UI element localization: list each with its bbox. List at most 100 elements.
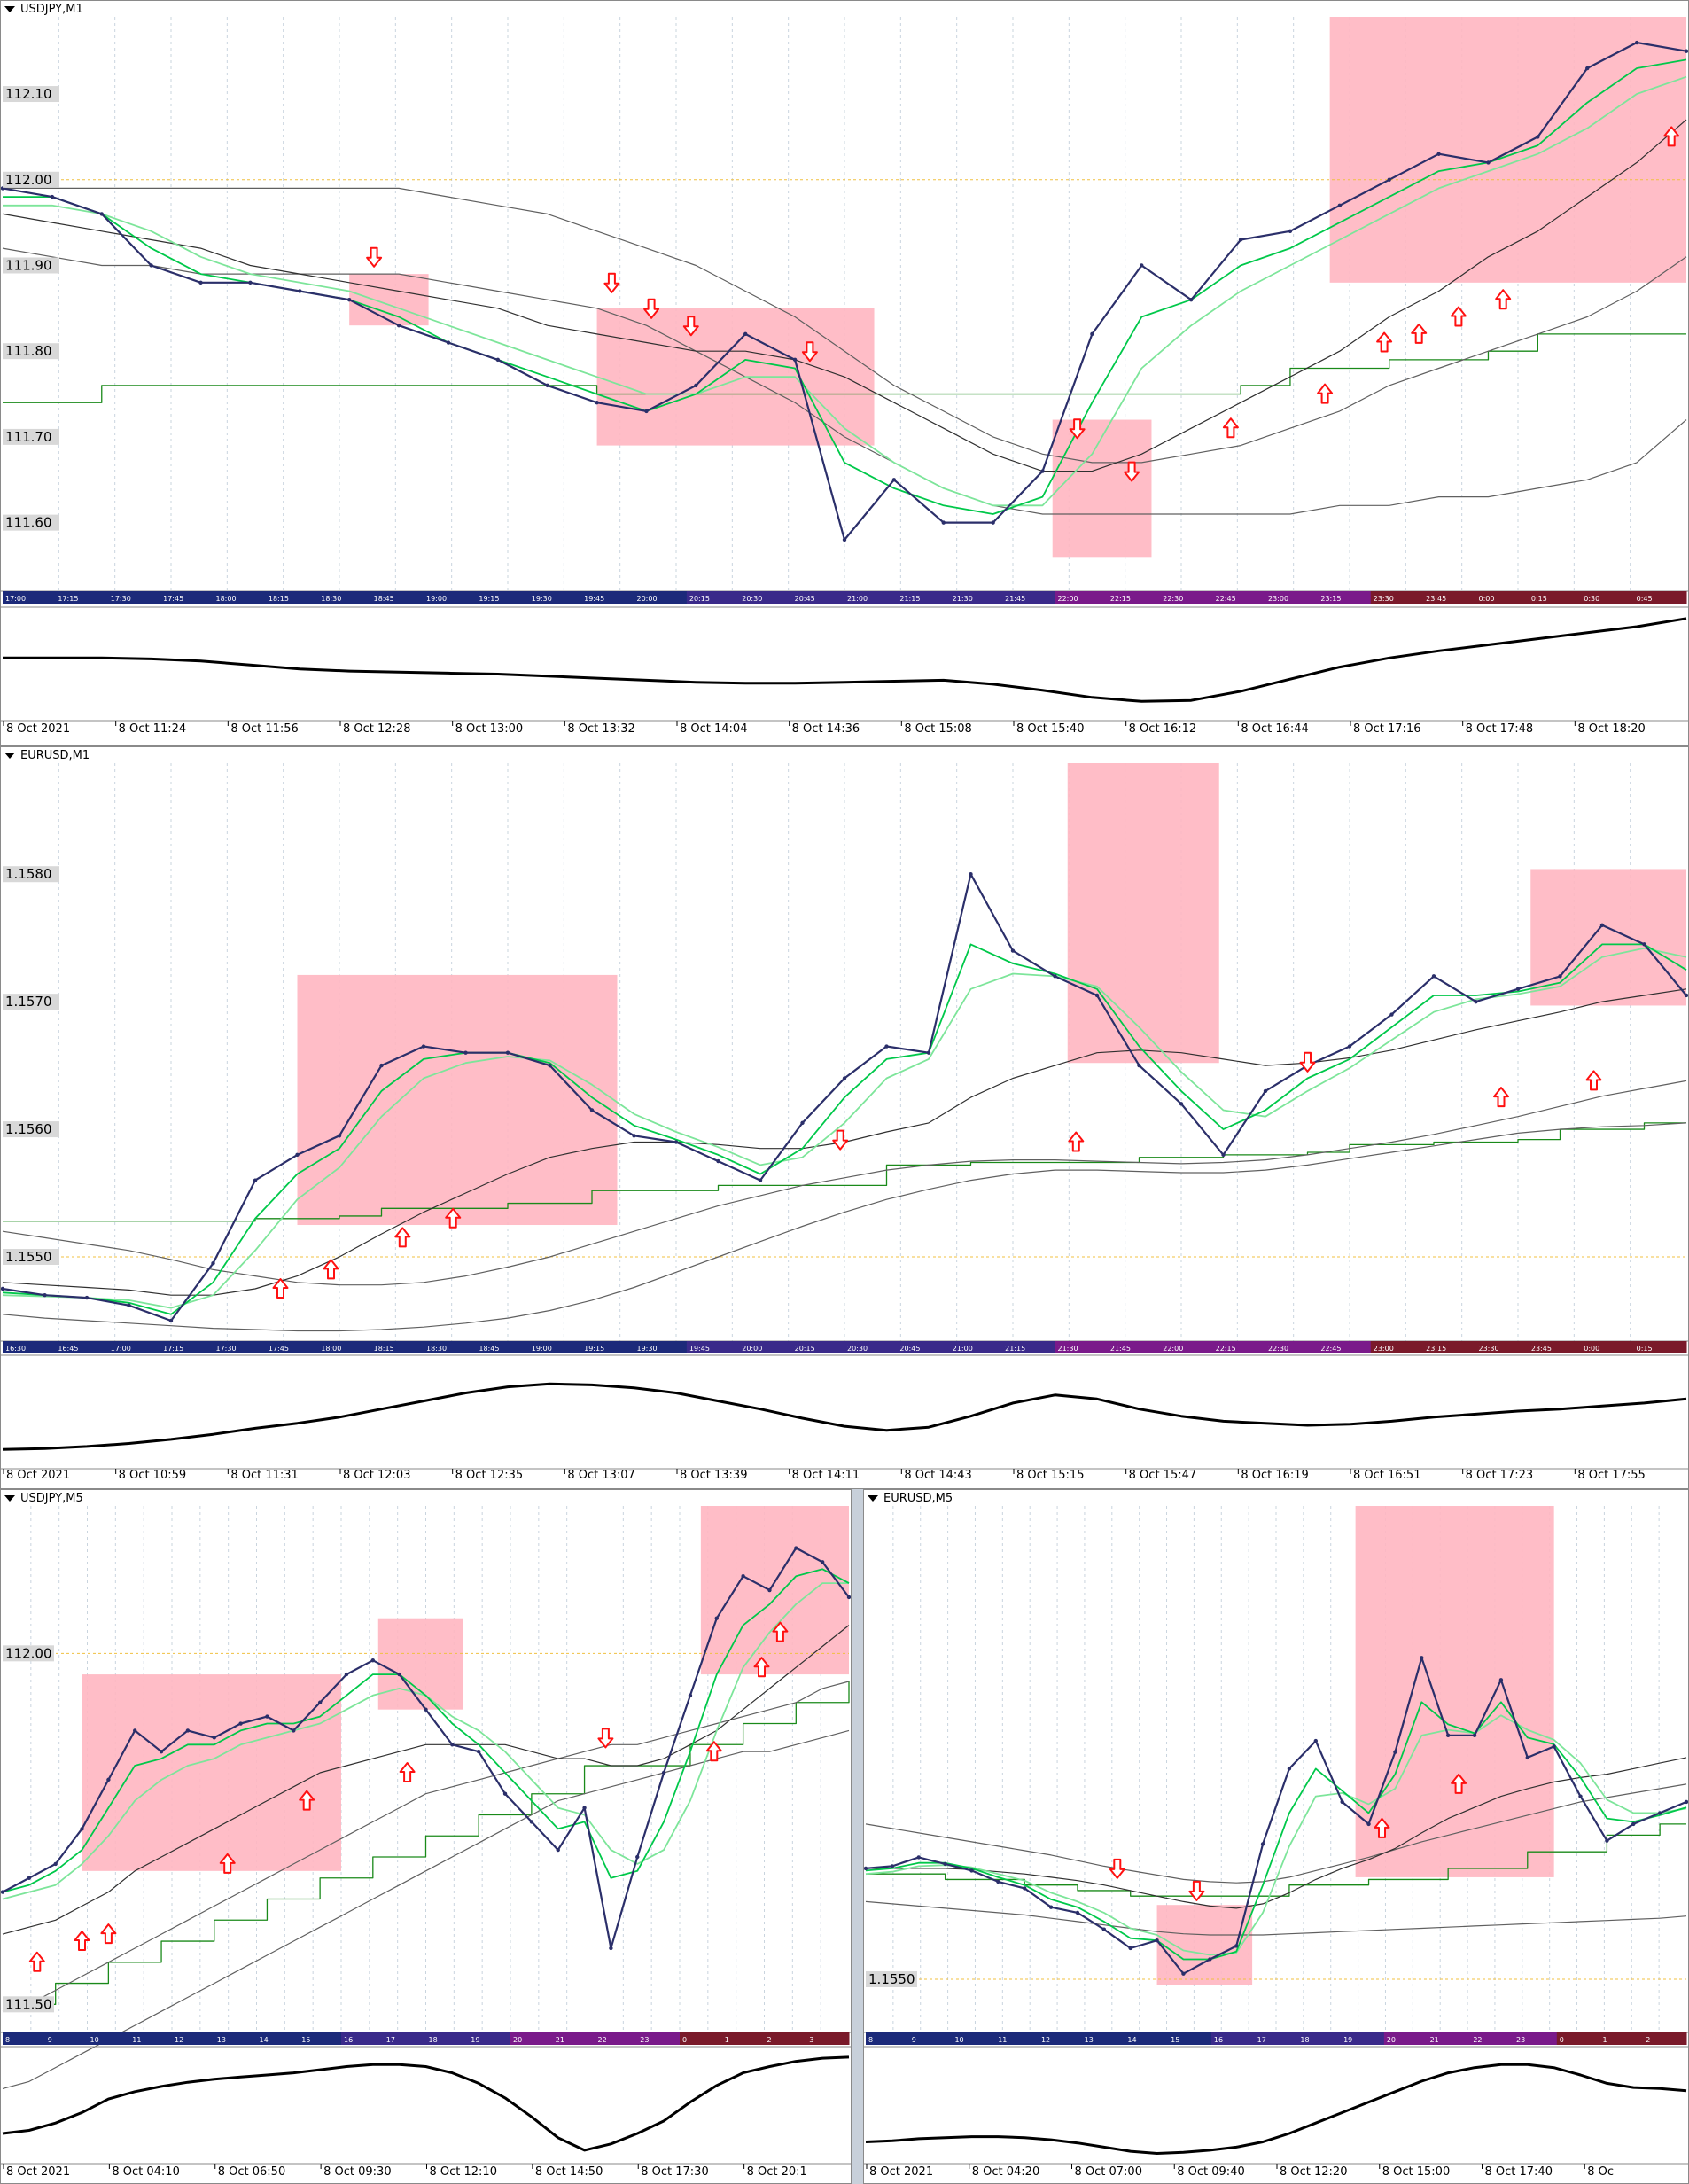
- arrow-up-icon: [753, 1657, 770, 1678]
- triangle-down-icon[interactable]: [4, 753, 15, 759]
- session-segment: [721, 2032, 765, 2045]
- price-point: [1101, 1927, 1107, 1931]
- time-label: 8 Oct 15:00: [1382, 2165, 1450, 2179]
- price-point: [941, 520, 946, 525]
- price-label-text: 112.00: [5, 172, 52, 188]
- session-segment: [1370, 591, 1424, 604]
- session-strip: 17:00 17:15 17:30 17:45 18:00 18:15 18:30 18:45…: [3, 591, 1687, 604]
- signal-zone: [700, 1506, 849, 1675]
- ma-gray-line: [3, 187, 1687, 464]
- session-label: 20:30: [742, 595, 762, 603]
- price-point: [1128, 1946, 1132, 1951]
- session-label: 22:15: [1216, 1345, 1236, 1353]
- session-segment: [1423, 591, 1476, 604]
- price-point: [1525, 1755, 1529, 1760]
- session-segment: [87, 2032, 130, 2045]
- session-label: 0:00: [1479, 595, 1495, 603]
- eurusd-m1-title[interactable]: EURUSD,M1: [4, 749, 90, 762]
- session-segment: [1643, 2032, 1687, 2045]
- arrow-up-icon: [399, 1762, 416, 1782]
- price-point: [890, 1864, 895, 1868]
- session-label: 17:00: [5, 595, 26, 603]
- price-point: [743, 332, 748, 337]
- session-segment: [1160, 1341, 1214, 1353]
- session-label: 22:45: [1216, 595, 1236, 603]
- ma-dark-line: [2, 119, 1687, 472]
- usdjpy-m5-title[interactable]: USDJPY,M5: [4, 1492, 83, 1505]
- signal-zone: [349, 274, 429, 326]
- price-point: [502, 1791, 508, 1796]
- arrow-down-icon: [832, 1129, 849, 1150]
- session-label: 22:30: [1163, 595, 1183, 603]
- price-label-text: 111.50: [5, 1996, 52, 2012]
- price-point: [106, 1777, 111, 1782]
- session-segment: [581, 1341, 634, 1353]
- time-label: 8 Oct 17:16: [1353, 722, 1420, 736]
- arrow-up-icon: [219, 1852, 236, 1874]
- session-label: 19: [1343, 2036, 1352, 2044]
- ma-dark-line: [866, 1757, 1687, 1909]
- price-point: [1260, 1842, 1265, 1846]
- session-label: 23: [1516, 2036, 1525, 2044]
- price-point: [43, 1292, 47, 1298]
- price-point: [1075, 1910, 1080, 1915]
- triangle-down-icon[interactable]: [4, 1495, 15, 1502]
- session-strip: 8 9 10 11 12 13 14 15 16 17 18 19 20 21 22 23 0 1 2: [866, 2032, 1687, 2045]
- price-label: 112.00: [3, 1645, 54, 1662]
- eurusd-m5-chart-panel[interactable]: 1.1550 8 9 10 11 12 13 14 15 16 17 18 19 20 21 22 23 0 1 2 8…: [863, 1489, 1689, 2184]
- price-label: 111.50: [3, 1996, 54, 2013]
- arrow-up-icon: [705, 1741, 722, 1762]
- session-label: 20:30: [847, 1345, 868, 1353]
- triangle-down-icon[interactable]: [4, 6, 15, 12]
- price-point: [1179, 1102, 1184, 1106]
- session-strip: 16:30 16:45 17:00 17:15 17:30 17:45 18:00 18:15…: [3, 1341, 1687, 1353]
- session-label: 2: [1646, 2036, 1650, 2044]
- time-label: 8 Oct 2021: [6, 1469, 70, 1482]
- session-segment: [1212, 591, 1266, 604]
- time-label: 8 Oct 13:07: [567, 1469, 634, 1482]
- eurusd-m1-chart-panel[interactable]: 1.1580 1.1570 1.1560 1.1550 16:30 16:45 17:00 1…: [0, 746, 1689, 1489]
- time-label: 8 Oct 15:08: [904, 722, 971, 736]
- session-label: 10: [90, 2036, 99, 2044]
- session-segment: [107, 591, 161, 604]
- session-segment: [1055, 591, 1109, 604]
- session-label: 18:00: [216, 595, 237, 603]
- usdjpy-m1-chart-panel[interactable]: 112.10 112.00 111.90 111.80 111.70 111.60 17:0…: [0, 0, 1689, 746]
- price-point: [595, 401, 599, 405]
- time-label: 8 Oct 09:40: [1177, 2165, 1244, 2179]
- time-label: 8 Oct 11:24: [119, 722, 186, 736]
- oscillator-line: [2, 1382, 1687, 1451]
- chart-splitter[interactable]: [852, 1489, 863, 2184]
- triangle-down-icon[interactable]: [868, 1495, 878, 1502]
- arrow-up-icon: [772, 1621, 789, 1642]
- session-segment: [1318, 1341, 1372, 1353]
- price-point: [1181, 1971, 1186, 1976]
- time-label: 8 Oct 07:00: [1075, 2165, 1142, 2179]
- usdjpy-m1-title[interactable]: USDJPY,M1: [4, 3, 83, 16]
- session-label: 0:15: [1637, 1345, 1653, 1353]
- session-label: 16: [344, 2036, 353, 2044]
- session-segment: [425, 2032, 469, 2045]
- session-label: 19:45: [584, 595, 604, 603]
- price-point: [1498, 1678, 1504, 1682]
- usdjpy-m5-title-text: USDJPY,M5: [20, 1492, 83, 1505]
- session-segment: [3, 591, 56, 604]
- session-label: 10: [954, 2036, 963, 2044]
- session-label: 17: [386, 2036, 395, 2044]
- usdjpy-m5-chart-panel[interactable]: 112.00 111.50 8 9 10 11 12 13 14 15 16 17 18 19 20 21 22…: [0, 1489, 852, 2184]
- eurusd-m5-title[interactable]: EURUSD,M5: [868, 1492, 953, 1505]
- price-label-text: 112.00: [5, 1645, 52, 1661]
- session-label: 17:15: [163, 1345, 183, 1353]
- price-point: [969, 872, 973, 877]
- session-segment: [1318, 591, 1372, 604]
- session-label: 19:30: [637, 1345, 658, 1353]
- price-point: [1393, 1750, 1397, 1754]
- price-label: 1.1570: [3, 994, 59, 1010]
- price-label-text: 1.1580: [5, 866, 52, 882]
- session-label: 19:00: [532, 1345, 552, 1353]
- time-label: 8 Oct 14:04: [680, 722, 747, 736]
- time-label: 8 Oct 16:51: [1353, 1469, 1420, 1482]
- session-segment: [1528, 591, 1582, 604]
